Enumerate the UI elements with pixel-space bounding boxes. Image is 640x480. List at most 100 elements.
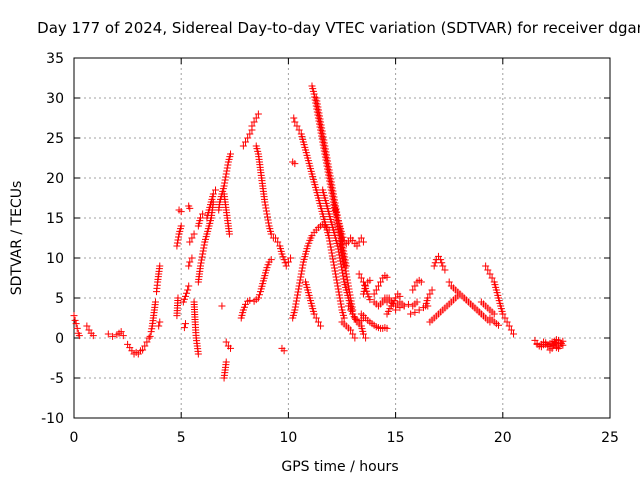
- data-point-marker: [407, 310, 415, 318]
- data-point-marker: [73, 324, 81, 332]
- data-point-marker: [341, 256, 349, 264]
- data-point-marker: [490, 310, 498, 318]
- data-point-marker: [335, 251, 343, 259]
- data-point-marker: [312, 314, 320, 322]
- data-point-marker: [334, 245, 342, 253]
- data-point-marker: [340, 250, 348, 258]
- data-point-marker: [117, 328, 125, 336]
- data-point-marker: [199, 210, 207, 218]
- data-point-marker: [186, 238, 194, 246]
- data-point-marker: [186, 258, 194, 266]
- data-point-marker: [197, 259, 205, 267]
- y-tick-label: 0: [55, 331, 64, 347]
- series-seg36: [302, 278, 325, 330]
- data-point-marker: [431, 259, 439, 267]
- y-tick-label: 30: [46, 91, 64, 107]
- series-seg5: [146, 298, 159, 340]
- data-point-marker: [326, 237, 334, 245]
- data-point-marker: [296, 279, 304, 287]
- data-point-marker: [559, 337, 567, 345]
- data-point-marker: [180, 324, 188, 332]
- data-point-marker: [324, 157, 332, 165]
- data-point-marker: [413, 298, 421, 306]
- data-point-marker: [188, 234, 196, 242]
- data-point-marker: [347, 326, 355, 334]
- data-point-marker: [265, 219, 273, 227]
- data-point-marker: [261, 201, 269, 209]
- series-seg57: [460, 294, 485, 318]
- series-seg21: [218, 302, 226, 310]
- data-point-marker: [327, 178, 335, 186]
- series-seg7: [155, 318, 164, 330]
- data-point-marker: [328, 249, 336, 257]
- series-seg11: [180, 320, 189, 332]
- data-point-marker: [267, 230, 275, 238]
- data-point-marker: [426, 290, 434, 298]
- data-point-marker: [239, 142, 247, 150]
- data-point-marker: [287, 254, 295, 262]
- data-point-marker: [359, 330, 367, 338]
- series-seg53: [422, 286, 436, 310]
- data-point-marker: [362, 282, 370, 290]
- data-point-marker: [334, 285, 342, 293]
- data-point-marker: [351, 334, 359, 342]
- data-point-marker: [212, 186, 220, 194]
- data-point-marker: [310, 310, 318, 318]
- data-point-marker: [495, 321, 503, 329]
- x-tick-label: 20: [494, 430, 512, 446]
- data-point-marker: [326, 172, 334, 180]
- data-point-marker: [437, 256, 445, 264]
- data-point-marker: [200, 244, 208, 252]
- series-seg19: [203, 186, 220, 222]
- data-point-marker: [484, 266, 492, 274]
- series-seg63: [546, 336, 563, 354]
- data-point-marker: [336, 297, 344, 305]
- data-point-marker: [317, 121, 325, 129]
- data-point-marker: [551, 339, 559, 347]
- data-point-marker: [438, 259, 446, 267]
- data-point-marker: [456, 290, 464, 298]
- data-point-marker: [338, 266, 346, 274]
- series-seg24: [220, 358, 230, 382]
- data-point-marker: [263, 213, 271, 221]
- data-point-marker: [248, 122, 256, 130]
- series-seg16: [190, 298, 202, 358]
- y-axis-label: SDTVAR / TECUs: [9, 181, 25, 296]
- data-point-marker: [314, 106, 322, 114]
- data-point-marker: [366, 276, 374, 284]
- series-seg41: [338, 318, 359, 342]
- data-point-marker: [330, 261, 338, 269]
- data-point-marker: [353, 242, 361, 250]
- data-point-marker: [342, 262, 350, 270]
- series-seg56: [445, 278, 464, 298]
- data-point-marker: [336, 294, 344, 302]
- data-point-marker: [190, 230, 198, 238]
- data-point-marker: [281, 259, 289, 267]
- series-seg35: [289, 220, 333, 322]
- data-point-marker: [284, 258, 292, 266]
- data-point-marker: [411, 282, 419, 290]
- data-point-marker: [274, 238, 282, 246]
- series-seg14: [186, 230, 198, 246]
- data-point-marker: [71, 316, 79, 324]
- data-point-marker: [342, 259, 350, 267]
- data-point-marker: [141, 342, 149, 350]
- data-point-marker: [339, 244, 347, 252]
- plot-frame: [73, 57, 611, 419]
- data-point-marker: [146, 332, 154, 340]
- data-point-marker: [156, 262, 164, 270]
- data-point-marker: [104, 330, 112, 338]
- data-point-marker: [185, 282, 193, 290]
- data-point-marker: [486, 270, 494, 278]
- data-point-marker: [299, 261, 307, 269]
- data-point-marker: [227, 150, 235, 158]
- data-point-marker: [372, 286, 380, 294]
- data-point-marker: [320, 139, 328, 147]
- data-point-marker: [332, 270, 340, 278]
- data-point-marker: [175, 233, 183, 241]
- data-point-marker: [224, 161, 232, 169]
- series-seg23: [222, 338, 235, 352]
- data-point-marker: [223, 167, 231, 175]
- series-seg28: [248, 110, 262, 130]
- data-point-marker: [327, 246, 335, 254]
